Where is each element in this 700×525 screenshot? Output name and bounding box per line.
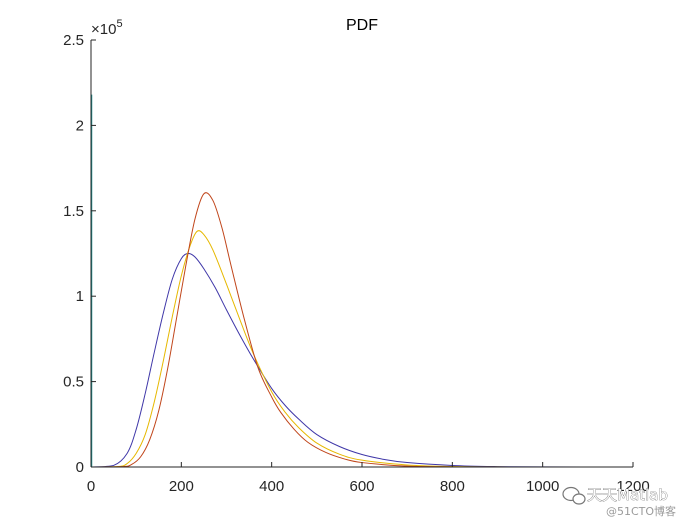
- y-axis-exponent-label: ×105: [91, 18, 123, 38]
- y-tick-label: 2: [76, 117, 84, 134]
- plot-area: 0 200 400 600 800 1000 1200 0 0.5 1 1.5 2 2.5: [63, 32, 650, 495]
- series-line-1: [90, 252, 634, 468]
- wechat-logo-icon: [562, 486, 586, 505]
- x-axis-ticks: 0 200 400 600 800 1000 1200: [87, 462, 650, 495]
- chart-title: PDF: [346, 17, 378, 34]
- y-tick-label: 1.5: [63, 203, 84, 220]
- y-tick-label: 0.5: [63, 374, 84, 391]
- x-tick-label: 0: [87, 478, 95, 495]
- x-tick-label: 600: [349, 478, 374, 495]
- series-line-2: [90, 230, 633, 468]
- y-tick-label: 2.5: [63, 32, 84, 49]
- x-tick-label: 1200: [616, 478, 649, 495]
- y-axis-ticks: 0 0.5 1 1.5 2 2.5: [63, 32, 96, 476]
- watermark-main-text: 天天Matlab: [587, 486, 668, 504]
- y-tick-label: 0: [76, 459, 84, 476]
- x-tick-label: 800: [440, 478, 465, 495]
- watermark-sub-text: @51CTO博客: [606, 504, 676, 518]
- x-tick-label: 1000: [526, 478, 559, 495]
- y-tick-label: 1: [76, 288, 84, 305]
- y-exponent-power: 5: [116, 18, 122, 30]
- y-exponent-base: ×10: [91, 21, 116, 38]
- x-tick-label: 400: [259, 478, 284, 495]
- watermark: 天天Matlab @51CTO博客: [562, 486, 676, 518]
- x-tick-label: 200: [169, 478, 194, 495]
